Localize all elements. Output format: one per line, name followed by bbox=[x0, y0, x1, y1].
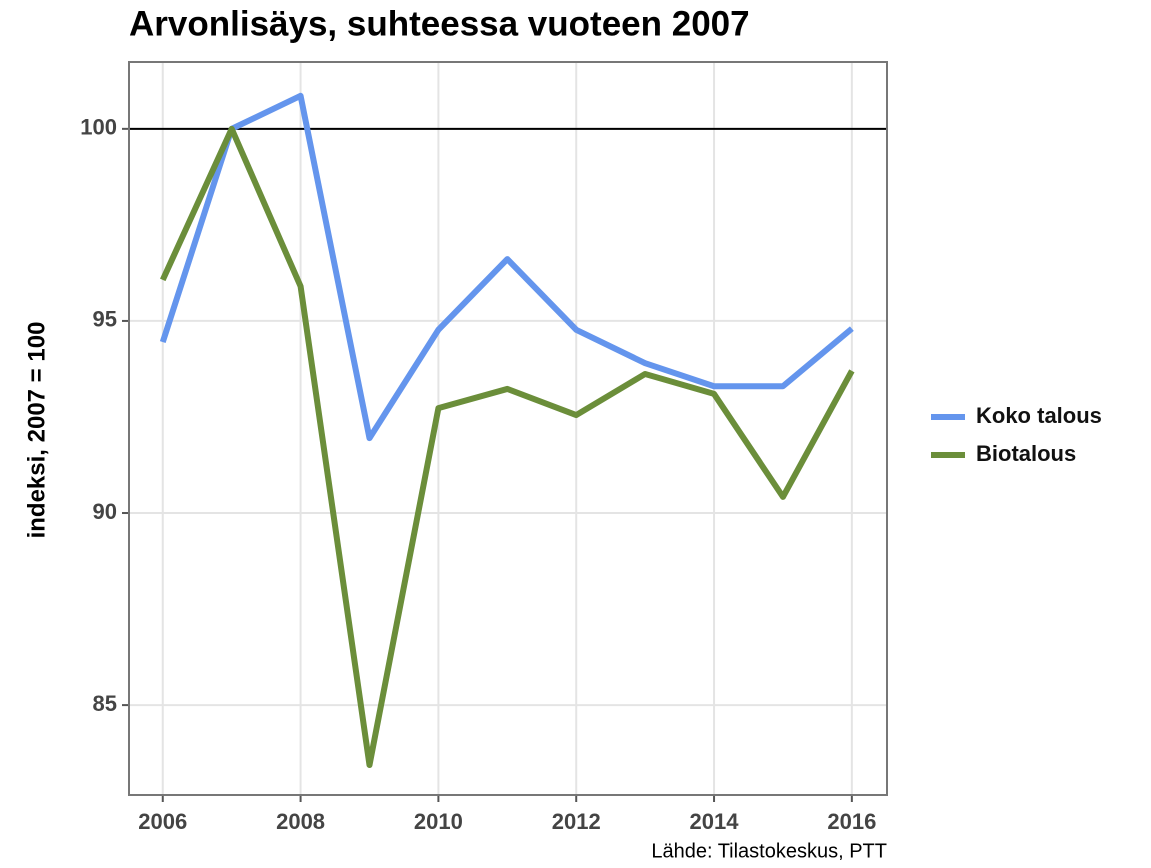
legend-label: Koko talous bbox=[976, 403, 1102, 428]
x-tick-label: 2014 bbox=[690, 809, 740, 834]
caption: Lähde: Tilastokeskus, PTT bbox=[651, 840, 887, 862]
legend-label: Biotalous bbox=[976, 441, 1076, 466]
y-axis-label: indeksi, 2007 = 100 bbox=[23, 322, 50, 539]
y-tick-label: 95 bbox=[93, 307, 117, 332]
x-tick-label: 2010 bbox=[414, 809, 463, 834]
x-tick-label: 2012 bbox=[552, 809, 601, 834]
x-tick-label: 2008 bbox=[276, 809, 325, 834]
y-tick-label: 85 bbox=[93, 691, 117, 716]
y-tick-label: 100 bbox=[80, 115, 117, 140]
x-tick-label: 2016 bbox=[827, 809, 876, 834]
x-tick-label: 2006 bbox=[138, 809, 187, 834]
series-line bbox=[160, 125, 855, 769]
series-line bbox=[159, 92, 854, 442]
plot-border bbox=[128, 61, 888, 796]
y-tick-label: 90 bbox=[93, 499, 117, 524]
chart-title: Arvonlisäys, suhteessa vuoteen 2007 bbox=[129, 4, 750, 43]
